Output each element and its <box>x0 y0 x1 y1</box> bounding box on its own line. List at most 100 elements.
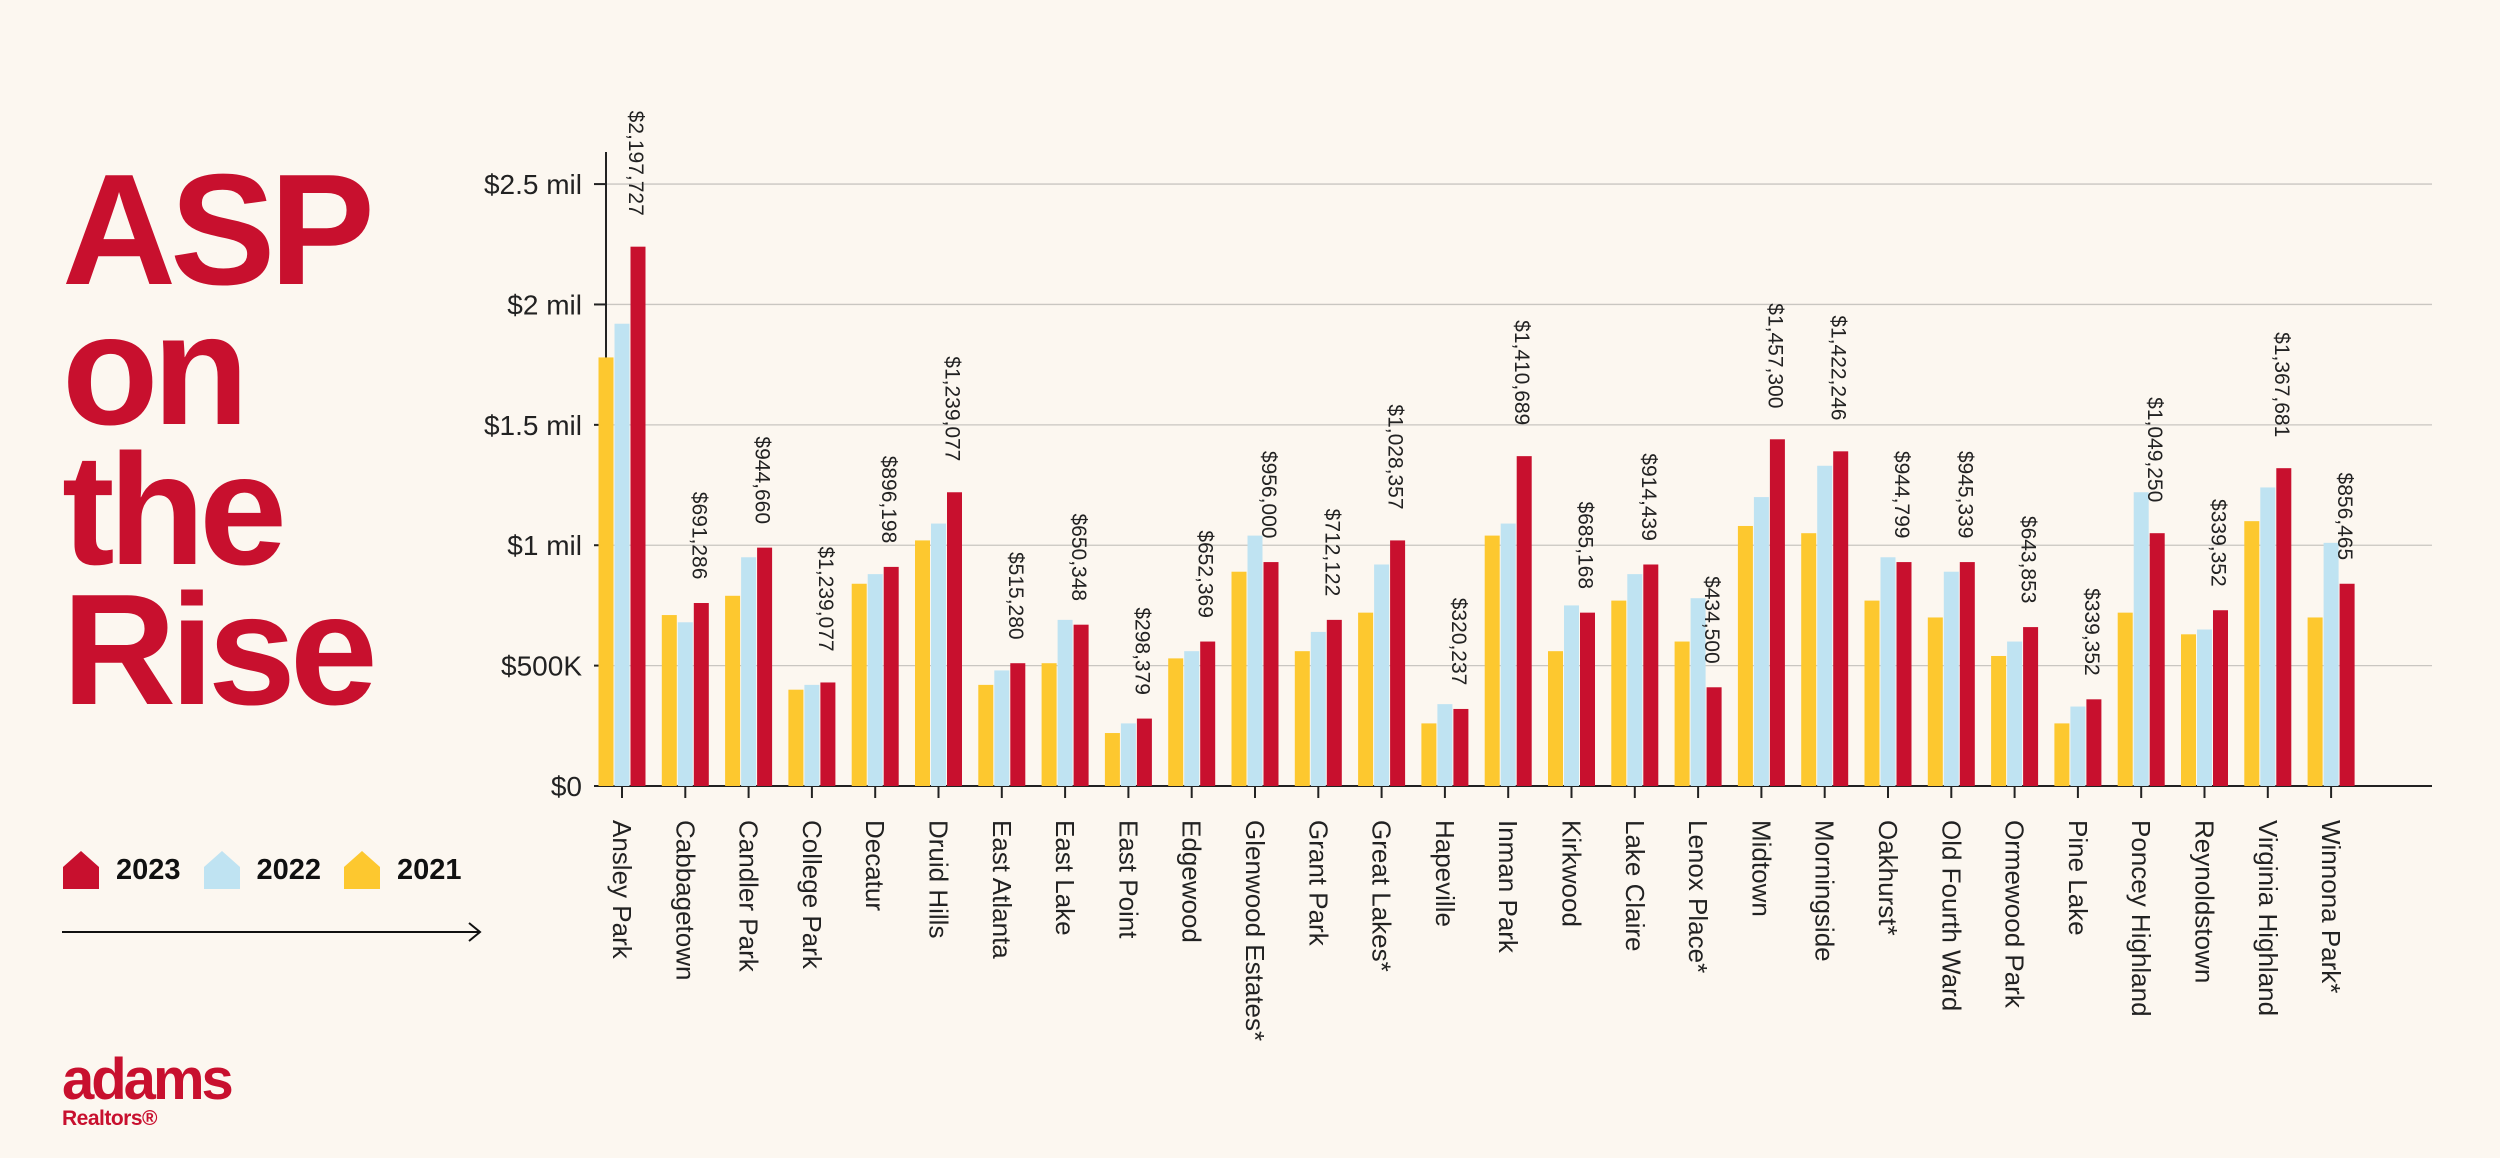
data-label: $339,352 <box>2207 499 2230 587</box>
data-label: $320,237 <box>1447 598 1470 686</box>
bar-2021-16 <box>1611 600 1627 786</box>
y-tick-label: $2 mil <box>507 289 582 320</box>
data-label: $643,853 <box>2017 516 2040 604</box>
bar-2021-9 <box>1168 658 1184 786</box>
bar-2022-11 <box>1310 631 1326 786</box>
data-label: $1,422,246 <box>1827 315 1850 420</box>
bar-2023-22 <box>2023 627 2039 786</box>
bar-2021-21 <box>1927 617 1943 786</box>
data-label: $856,465 <box>2333 473 2356 561</box>
bar-2023-12 <box>1390 540 1406 786</box>
bar-2023-25 <box>2213 610 2228 786</box>
bar-2023-4 <box>883 566 899 786</box>
bar-2023-5 <box>947 492 962 786</box>
house-icon <box>63 851 99 889</box>
data-label: $650,348 <box>1067 513 1090 601</box>
bar-2021-2 <box>725 595 741 786</box>
bar-2023-7 <box>1073 624 1089 786</box>
data-label: $685,168 <box>1574 501 1597 589</box>
bar-2023-17 <box>1706 687 1722 786</box>
x-tick-label: Grant Park <box>1303 820 1333 947</box>
data-label: $1,049,250 <box>2143 397 2166 502</box>
x-tick-label: Old Fourth Ward <box>1936 820 1966 1011</box>
bar-2023-10 <box>1263 562 1279 786</box>
data-label: $691,286 <box>687 492 710 580</box>
x-tick-label: Lake Claire <box>1620 820 1650 952</box>
bar-2022-1 <box>677 622 693 786</box>
bar-2022-0 <box>614 323 630 786</box>
x-tick-label: College Park <box>797 820 827 970</box>
data-label: $896,198 <box>877 456 900 544</box>
bar-2023-3 <box>820 682 836 786</box>
x-tick-label: Glenwood Estates* <box>1240 820 1270 1041</box>
x-tick-label: Reynoldstown <box>2190 820 2220 983</box>
x-tick-label: Druid Hills <box>924 820 954 938</box>
bar-2021-25 <box>2181 634 2196 786</box>
bar-2021-3 <box>788 689 804 786</box>
data-label: $1,457,300 <box>1763 303 1786 408</box>
bar-2023-23 <box>2086 699 2102 786</box>
bar-2021-6 <box>978 684 994 786</box>
house-icon <box>344 851 381 889</box>
bar-2021-11 <box>1294 651 1310 786</box>
legend-label: 2022 <box>256 853 322 886</box>
data-label: $652,369 <box>1194 530 1217 618</box>
x-tick-label: Lenox Place* <box>1683 820 1713 973</box>
arrow-right-icon <box>62 922 482 942</box>
bar-2022-8 <box>1120 723 1136 786</box>
bar-2023-0 <box>630 246 646 786</box>
bar-2021-27 <box>2307 617 2323 786</box>
data-label: $945,339 <box>1953 451 1976 539</box>
bar-2021-23 <box>2054 723 2070 786</box>
bar-2023-8 <box>1136 718 1152 786</box>
data-label: $515,280 <box>1004 552 1027 640</box>
bar-2022-15 <box>1564 605 1579 786</box>
x-tick-label: Pine Lake <box>2063 820 2093 936</box>
adams-logo: adams Realtors® <box>62 1047 234 1130</box>
logo-wordmark: adams <box>62 1047 234 1112</box>
x-tick-label: Inman Park <box>1493 820 1523 954</box>
data-label: $339,352 <box>2080 588 2103 676</box>
bar-2021-12 <box>1358 612 1374 786</box>
bar-2023-11 <box>1326 619 1342 786</box>
bar-2021-13 <box>1421 723 1437 786</box>
title-line: on <box>62 282 249 458</box>
bar-2022-17 <box>1690 598 1706 786</box>
bar-2021-17 <box>1674 641 1690 786</box>
y-tick-label: $1 mil <box>507 530 582 561</box>
bar-2023-1 <box>693 603 709 786</box>
data-label: $956,000 <box>1257 451 1280 539</box>
bar-2022-19 <box>1817 465 1833 786</box>
legend-item-2023: 2023 <box>62 850 181 890</box>
bar-2021-18 <box>1737 525 1753 786</box>
x-tick-label: Virginia Highland <box>2253 820 2283 1016</box>
bar-2021-10 <box>1231 571 1247 786</box>
x-tick-label: Great Lakes* <box>1367 820 1397 972</box>
x-tick-label: Kirkwood <box>1557 820 1587 927</box>
x-tick-label: Poncey Highland <box>2126 820 2156 1017</box>
bar-2022-2 <box>741 557 757 786</box>
legend-item-2022: 2022 <box>203 850 322 890</box>
data-label: $914,439 <box>1637 453 1660 541</box>
bar-2023-21 <box>1959 562 1975 786</box>
bar-2023-9 <box>1200 641 1216 786</box>
bar-2021-22 <box>1991 655 2007 786</box>
x-tick-label: East Lake <box>1050 820 1080 936</box>
x-tick-label: Hapeville <box>1430 820 1460 927</box>
bar-2021-0 <box>598 357 614 786</box>
y-tick-label: $1.5 mil <box>484 410 582 441</box>
x-tick-label: Midtown <box>1746 820 1776 917</box>
x-tick-label: Morningside <box>1810 820 1840 962</box>
legend-label: 2021 <box>397 853 462 886</box>
bar-2022-13 <box>1437 704 1453 786</box>
bar-2022-10 <box>1247 535 1263 786</box>
bar-2023-24 <box>2149 533 2165 786</box>
bar-2023-2 <box>757 547 773 786</box>
x-tick-label: Oakhurst* <box>1873 820 1903 936</box>
x-tick-label: Edgewood <box>1177 820 1207 943</box>
data-label: $434,500 <box>1700 576 1723 664</box>
bar-2021-7 <box>1041 663 1057 786</box>
data-label: $298,379 <box>1130 607 1153 695</box>
bar-2021-1 <box>661 615 677 786</box>
bar-2022-20 <box>1880 557 1896 786</box>
